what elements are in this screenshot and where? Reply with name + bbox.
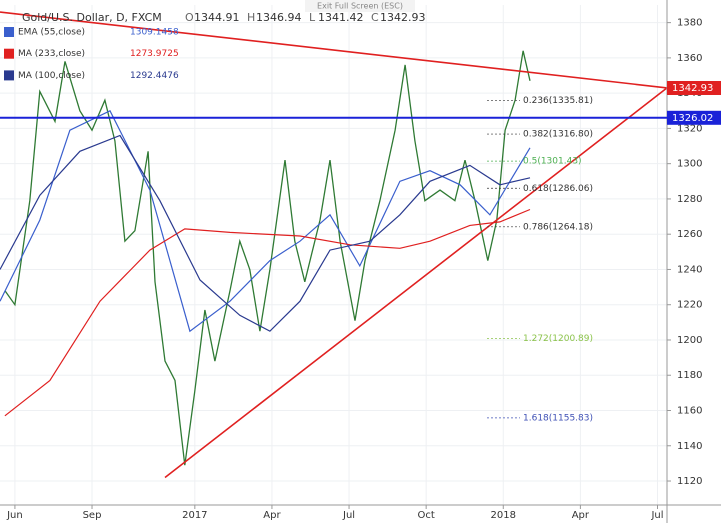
legend-swatch <box>4 48 14 59</box>
x-tick-label: Apr <box>263 510 281 521</box>
y-tick-label: 1120 <box>677 476 702 487</box>
ohlc-key: H <box>247 11 255 24</box>
fib-label: 0.382(1316.80) <box>523 130 593 140</box>
ohlc-key: C <box>371 11 379 24</box>
price-label: 1342.93 <box>672 83 713 94</box>
legend-value: 1292.4476 <box>130 71 179 81</box>
x-tick-label: Sep <box>83 510 102 521</box>
fib-label: 0.618(1286.06) <box>523 184 593 194</box>
y-tick-label: 1280 <box>677 194 702 205</box>
ohlc-key: L <box>309 11 316 24</box>
indicator-line <box>0 134 531 332</box>
fib-label: 0.236(1335.81) <box>523 96 593 106</box>
y-tick-label: 1160 <box>677 406 702 417</box>
indicator-line <box>0 110 531 333</box>
price-label-box <box>667 110 721 125</box>
y-tick-label: 1240 <box>677 264 702 275</box>
y-tick-label: 1220 <box>677 300 702 311</box>
x-tick-label: 2018 <box>491 510 516 521</box>
legend-value: 1309.1458 <box>130 28 179 38</box>
y-tick-label: 1360 <box>677 53 702 64</box>
y-tick-label: 1140 <box>677 441 702 452</box>
x-tick-label: Jul <box>650 510 663 521</box>
legend-name: EMA (55,close) <box>18 28 85 38</box>
price-line <box>4 50 531 466</box>
legend-swatch <box>4 70 14 81</box>
ohlc-value: 1346.94 <box>256 11 302 24</box>
fib-label: 1.618(1155.83) <box>523 413 593 423</box>
legend-name: MA (233,close) <box>18 49 85 59</box>
trendline <box>164 87 668 479</box>
y-tick-label: 1300 <box>677 159 702 170</box>
trendline <box>0 11 668 89</box>
ohlc-value: 1342.93 <box>380 11 426 24</box>
legend-value: 1273.9725 <box>130 49 179 59</box>
ohlc-key: O <box>185 11 194 24</box>
legend-name: MA (100,close) <box>18 71 85 81</box>
x-tick-label: Apr <box>572 510 590 521</box>
x-tick-label: Oct <box>418 510 435 521</box>
y-tick-label: 1380 <box>677 18 702 29</box>
x-tick-label: 2017 <box>182 510 207 521</box>
price-label: 1326.02 <box>672 113 713 124</box>
ohlc-value: 1344.91 <box>194 11 240 24</box>
fib-label: 0.786(1264.18) <box>523 222 593 232</box>
price-label-box <box>667 80 721 95</box>
toolbar[interactable] <box>305 0 415 12</box>
legend-swatch <box>4 27 14 37</box>
ohlc-value: 1341.42 <box>318 11 364 24</box>
fib-label: 1.272(1200.89) <box>523 334 593 344</box>
x-tick-label: Jul <box>342 510 355 521</box>
x-tick-label: Jun <box>6 510 23 521</box>
exit-fullscreen[interactable]: Exit Full Screen (ESC) <box>317 2 403 11</box>
y-tick-label: 1200 <box>677 335 702 346</box>
y-tick-label: 1260 <box>677 229 702 240</box>
y-tick-label: 1320 <box>677 123 702 134</box>
fib-label: 0.5(1301.43) <box>523 157 582 167</box>
y-tick-label: 1180 <box>677 370 702 381</box>
chart-title: Gold/U.S. Dollar, D, FXCM <box>22 11 162 24</box>
indicator-line <box>4 208 531 417</box>
